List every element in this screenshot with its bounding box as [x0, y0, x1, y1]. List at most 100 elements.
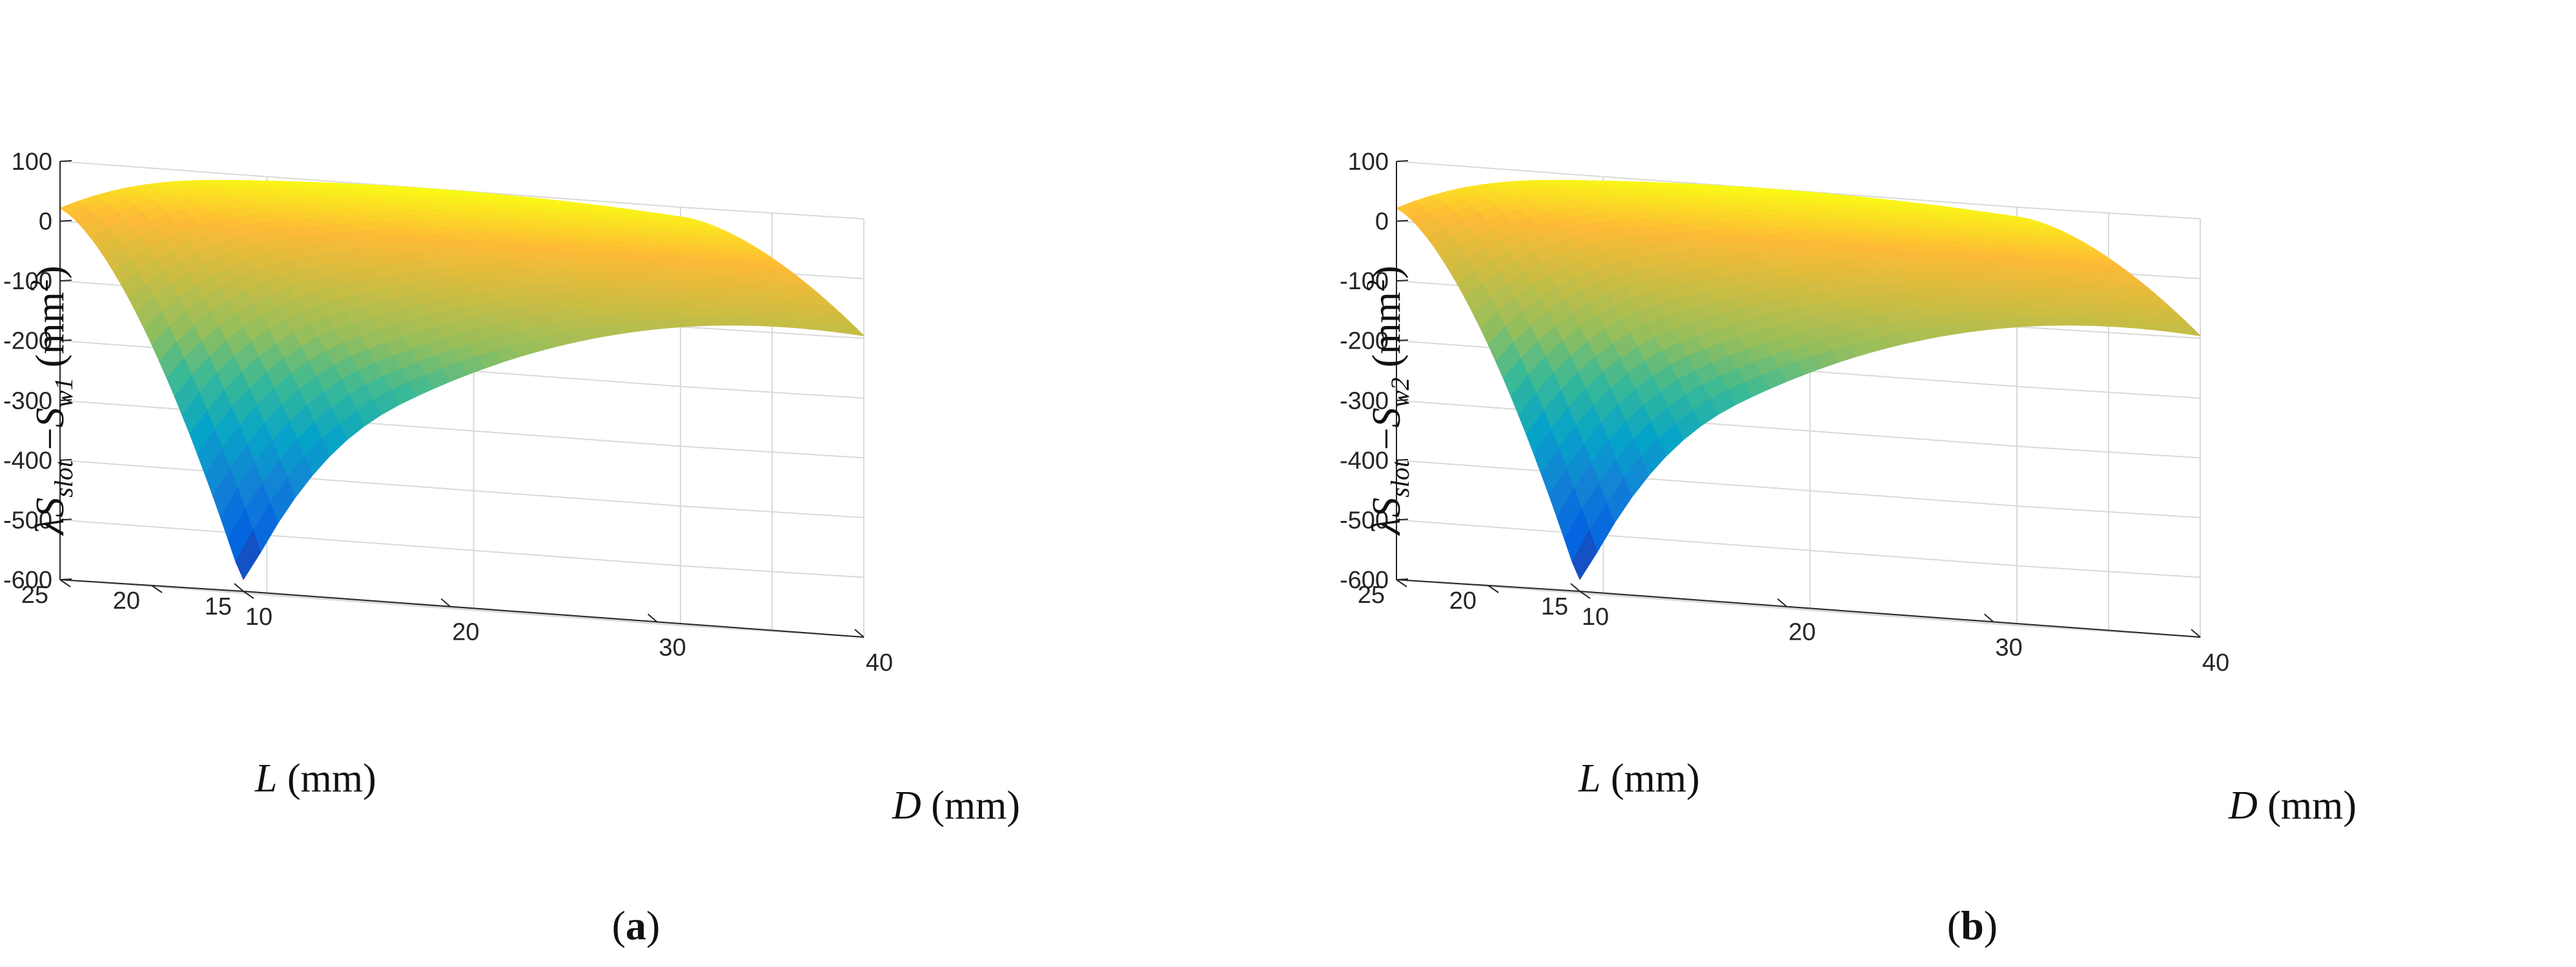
grid-line-y	[1487, 213, 2109, 633]
x-tick-label: 30	[659, 634, 686, 661]
axis-lines	[59, 160, 864, 638]
y-tick-mark	[1579, 591, 1591, 599]
y-tick-label: 25	[1358, 582, 1385, 609]
z-tick-label: -300	[1340, 387, 1389, 414]
z-tick-label: -400	[3, 447, 52, 474]
z-tick-mark	[59, 339, 72, 341]
x-tick-label: 10	[245, 604, 272, 631]
x-axis-label: D (mm)	[892, 784, 1020, 828]
z-tick-label: -300	[3, 387, 52, 414]
z-tick-mark	[59, 518, 72, 521]
grid-line-z	[59, 459, 864, 518]
z-tick-mark	[1396, 578, 1409, 580]
z-tick-mark	[59, 280, 72, 282]
x-tick-labels: 10 20 30 40	[245, 604, 893, 677]
z-label-s2: S	[1365, 407, 1409, 427]
y-tick-mark	[1487, 585, 1499, 593]
z-label-minus: −	[1365, 427, 1409, 460]
x-tick-mark	[440, 598, 451, 607]
z-label-unit-close: )	[28, 265, 72, 279]
x-axis-label: D (mm)	[2228, 784, 2356, 828]
z-tick-label: 0	[39, 209, 52, 236]
surface-plot	[1395, 179, 2202, 580]
z-tick-labels: 100 0 -100 -200 -300 -400 -500 -600	[3, 148, 52, 594]
y-tick-label: 15	[1541, 593, 1568, 620]
y-tick-labels: 15 20 25	[1358, 582, 1568, 620]
x-tick-label: 20	[1788, 619, 1815, 646]
z-tick-label: 0	[1375, 209, 1389, 236]
grid-line-z	[1396, 519, 2201, 578]
y-tick-label: 25	[21, 582, 48, 609]
z-label-lambda: λ	[1365, 518, 1409, 536]
z-axis-label: λSslot −Sw2 (mm2)	[1361, 265, 1415, 536]
z-label-sub-w: w2	[1385, 378, 1415, 408]
x-tick-mark	[648, 613, 658, 623]
y-tick-mark	[243, 591, 254, 599]
z-label-unit: (mm	[1365, 292, 1409, 378]
grid-line-z	[1396, 459, 2201, 518]
z-label-sub-slot: slot	[49, 460, 78, 498]
z-tick-label: -100	[3, 268, 52, 295]
z-tick-mark	[1396, 518, 1409, 521]
x-axis-line	[243, 591, 864, 638]
y-tick-label: 20	[1449, 587, 1477, 615]
z-label-sub-w: w1	[49, 378, 78, 408]
surface-patch	[1571, 529, 1598, 580]
z-tick-label: -600	[3, 567, 52, 594]
x-tick-labels: 10 20 30 40	[1582, 604, 2229, 677]
panel-caption-a: (a)	[612, 902, 660, 948]
x-tick-mark	[1570, 583, 1580, 592]
z-tick-label: -500	[1340, 507, 1389, 534]
z-tick-mark	[1396, 339, 1409, 341]
z-tick-label: -100	[1340, 268, 1389, 295]
y-tick-mark	[59, 579, 71, 587]
x-tick-label: 30	[1996, 634, 2023, 661]
z-label-s: S	[1365, 498, 1409, 518]
y-tick-labels: 15 20 25	[21, 582, 232, 620]
y-tick-mark	[1396, 579, 1407, 587]
grid-line-y	[151, 213, 773, 633]
x-tick-mark	[1984, 613, 1994, 623]
z-label-lambda: λ	[28, 518, 72, 536]
grid-line-y	[59, 207, 681, 627]
y-tick-mark	[151, 585, 163, 593]
y-axis-label: L (mm)	[254, 757, 376, 800]
chart-panel-b: 100 0 -100 -200 -300 -400 -500 -600 15 2…	[1340, 148, 2356, 948]
y-tick-label: 15	[205, 593, 232, 620]
x-tick-mark	[234, 583, 244, 592]
x-tick-label: 40	[2202, 649, 2229, 677]
z-label-s: S	[28, 498, 72, 518]
z-label-minus: −	[28, 427, 72, 460]
grid-line-z	[59, 519, 864, 578]
z-label-unit-close: )	[1365, 265, 1409, 279]
z-tick-label: -500	[3, 507, 52, 534]
z-tick-labels: 100 0 -100 -200 -300 -400 -500 -600	[1340, 148, 1389, 594]
z-tick-mark	[59, 578, 72, 580]
z-tick-label: -200	[1340, 328, 1389, 355]
y-tick-label: 20	[113, 587, 140, 615]
z-tick-label: 100	[12, 148, 52, 176]
z-label-unit: (mm	[28, 292, 72, 378]
grid-line-y	[1396, 207, 2018, 627]
surface-patch	[235, 529, 261, 580]
x-tick-mark	[854, 629, 864, 638]
x-axis-line	[1579, 591, 2201, 638]
x-tick-mark	[1777, 598, 1787, 607]
surface-plot	[59, 179, 865, 580]
y-axis-label: L (mm)	[1578, 757, 1700, 800]
z-axis-label: λSslot −Sw1 (mm2)	[25, 265, 78, 536]
x-tick-label: 40	[866, 649, 893, 677]
z-tick-label: -400	[1340, 447, 1389, 474]
z-label-s2: S	[28, 407, 72, 427]
axis-lines	[1396, 160, 2201, 638]
z-tick-label: -200	[3, 328, 52, 355]
z-label-unit-sup: 2	[25, 279, 54, 292]
x-tick-mark	[2191, 629, 2201, 638]
z-label-unit-sup: 2	[1361, 279, 1390, 292]
x-tick-label: 20	[452, 619, 479, 646]
x-tick-label: 10	[1582, 604, 1609, 631]
panel-caption-b: (b)	[1947, 902, 1998, 948]
z-label-sub-slot: slot	[1385, 460, 1415, 498]
z-tick-label: 100	[1348, 148, 1389, 176]
